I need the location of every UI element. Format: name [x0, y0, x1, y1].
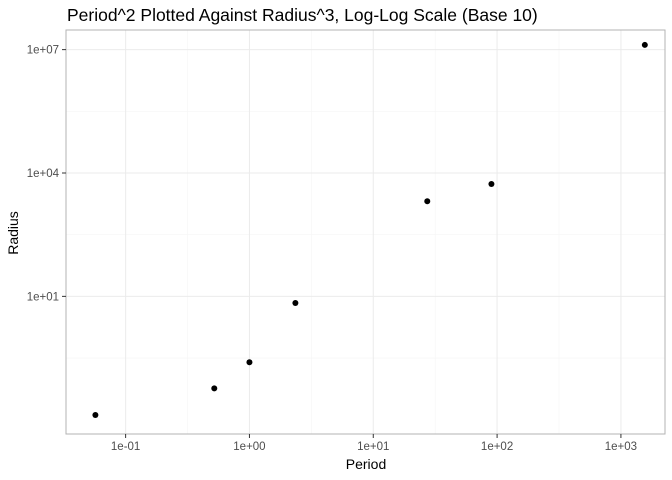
grid-lines — [66, 30, 665, 434]
x-tick-label: 1e-01 — [111, 441, 140, 453]
y-tick-label: 1e+04 — [27, 168, 60, 180]
x-axis: 1e-01 1e+00 1e+01 1e+02 1e+03 — [111, 434, 637, 453]
x-tick-label: 1e+00 — [233, 441, 265, 453]
data-points — [92, 41, 648, 419]
data-point — [92, 412, 99, 419]
x-tick-label: 1e+03 — [605, 441, 637, 453]
data-point — [211, 385, 218, 392]
x-tick-label: 1e+02 — [481, 441, 513, 453]
data-point — [424, 198, 431, 205]
data-point — [246, 359, 253, 366]
chart-title: Period^2 Plotted Against Radius^3, Log-L… — [67, 5, 538, 25]
x-tick-label: 1e+01 — [357, 441, 389, 453]
x-axis-title: Period — [346, 456, 386, 472]
y-axis: 1e+01 1e+04 1e+07 — [27, 45, 66, 303]
y-tick-label: 1e+01 — [27, 291, 59, 303]
data-point — [641, 41, 648, 48]
y-tick-label: 1e+07 — [27, 45, 59, 57]
plot-panel-border — [65, 29, 666, 435]
y-axis-title: Radius — [5, 211, 21, 255]
data-point — [488, 180, 495, 187]
data-point — [292, 299, 299, 306]
